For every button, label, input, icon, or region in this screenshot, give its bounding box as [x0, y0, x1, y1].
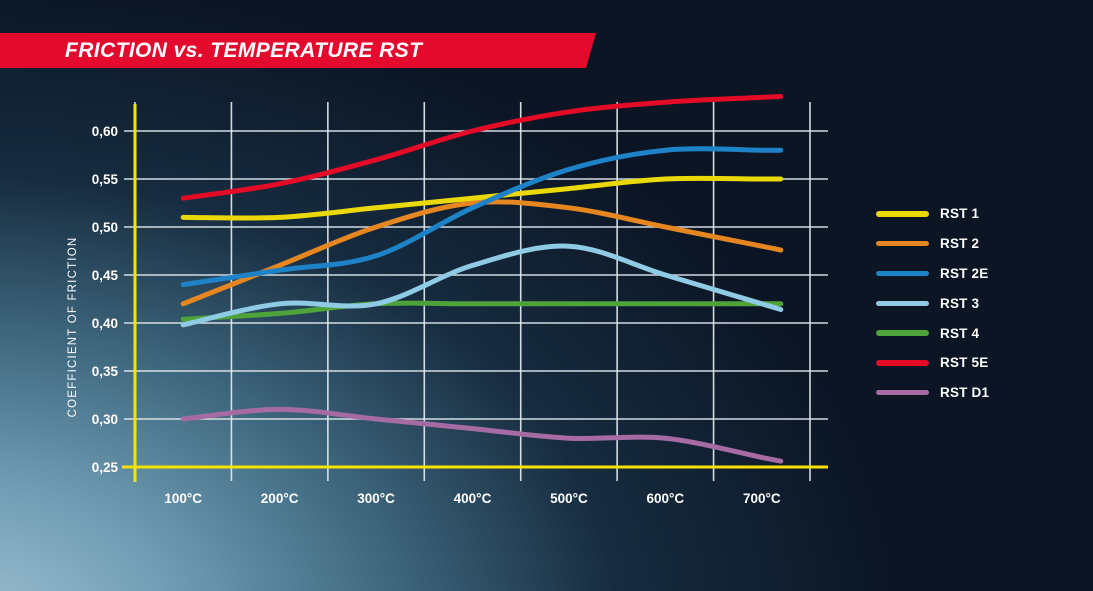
x-tick-label: 100°C	[164, 491, 202, 506]
legend-item: RST 2E	[876, 259, 989, 289]
legend-label: RST 2	[940, 236, 980, 252]
series-line-rst-2	[180, 199, 784, 307]
x-tick-label: 400°C	[454, 491, 492, 506]
legend-label: RST 5E	[940, 355, 989, 371]
series-line-rst-3	[180, 243, 784, 328]
x-tick-label: 300°C	[357, 491, 395, 506]
title-banner: FRICTION vs. TEMPERATURE RST	[0, 33, 596, 68]
y-tick-label: 0,60	[92, 124, 118, 139]
series-line-rst-1	[180, 175, 784, 221]
legend-label: RST 1	[940, 206, 980, 222]
x-tick-label: 600°C	[647, 491, 685, 506]
legend-item: RST 4	[876, 318, 989, 348]
y-tick-label: 0,45	[92, 268, 119, 283]
series-line-rst-2e	[180, 146, 784, 288]
series-line-rst-d1	[180, 406, 784, 464]
y-tick-label: 0,40	[92, 316, 118, 331]
y-axis-title: COEFFICIENT OF FRICTION	[67, 237, 79, 418]
legend-item: RST D1	[876, 378, 989, 408]
legend-swatch	[876, 211, 929, 217]
legend-swatch	[876, 300, 929, 307]
legend-label: RST 2E	[940, 265, 989, 281]
legend: RST 1 RST 2 RST 2E RST 3 RST 4 RST 5E RST D1	[876, 199, 989, 408]
x-tick-label: 200°C	[261, 491, 299, 506]
legend-swatch	[876, 330, 929, 336]
x-tick-label: 700°C	[743, 491, 781, 506]
y-tick-label: 0,30	[92, 412, 118, 427]
y-tick-label: 0,25	[92, 460, 119, 475]
y-tick-label: 0,55	[92, 172, 119, 187]
legend-swatch	[876, 389, 929, 396]
y-tick-label: 0,50	[92, 220, 118, 235]
series-line-rst-5e	[180, 94, 784, 201]
legend-swatch	[876, 240, 929, 247]
series-line-rst-4	[180, 300, 784, 322]
legend-swatch	[876, 360, 929, 366]
legend-swatch	[876, 270, 929, 277]
legend-item: RST 1	[876, 199, 989, 229]
legend-label: RST 3	[940, 295, 980, 311]
y-tick-label: 0,35	[92, 364, 119, 379]
legend-label: RST D1	[940, 385, 990, 401]
legend-item: RST 2	[876, 229, 989, 259]
legend-label: RST 4	[940, 325, 980, 341]
x-tick-label: 500°C	[550, 491, 588, 506]
legend-item: RST 5E	[876, 348, 989, 378]
legend-item: RST 3	[876, 288, 989, 318]
chart-title: FRICTION vs. TEMPERATURE RST	[65, 38, 423, 62]
